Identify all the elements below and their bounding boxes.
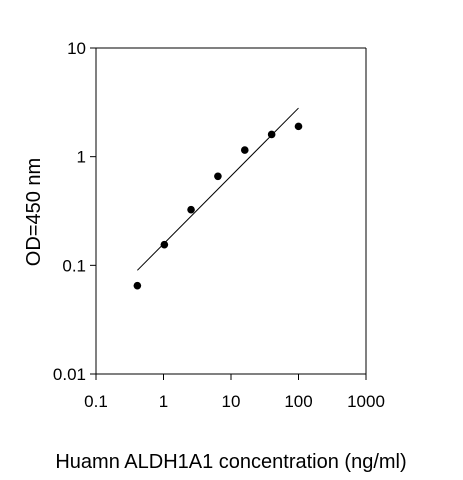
y-axis-title: OD=450 nm — [23, 158, 45, 266]
data-point — [160, 240, 169, 249]
y-tick-label: 10 — [67, 39, 86, 58]
x-axis-title: Huamn ALDH1A1 concentration (ng/ml) — [55, 451, 406, 473]
data-point — [133, 281, 142, 290]
y-tick-label: 0.1 — [62, 256, 86, 275]
x-tick-label: 10 — [222, 392, 241, 411]
y-tick-label: 0.01 — [53, 365, 86, 384]
data-point — [240, 146, 249, 154]
data-point — [187, 205, 195, 214]
x-tick-label: 1000 — [347, 392, 385, 411]
y-tick-label: 1 — [77, 148, 86, 167]
plot-frame — [95, 47, 367, 375]
data-points — [133, 122, 303, 290]
x-tick-label: 100 — [284, 392, 312, 411]
data-point — [267, 130, 276, 139]
x-tick-label: 1 — [159, 392, 168, 411]
y-axis-ticks: 0.01 0.1 1 10 — [53, 39, 96, 384]
x-tick-label: 0.1 — [84, 392, 108, 411]
x-axis-ticks: 0.1 1 10 100 1000 — [84, 374, 385, 411]
data-point — [294, 122, 303, 131]
data-point — [214, 172, 222, 181]
